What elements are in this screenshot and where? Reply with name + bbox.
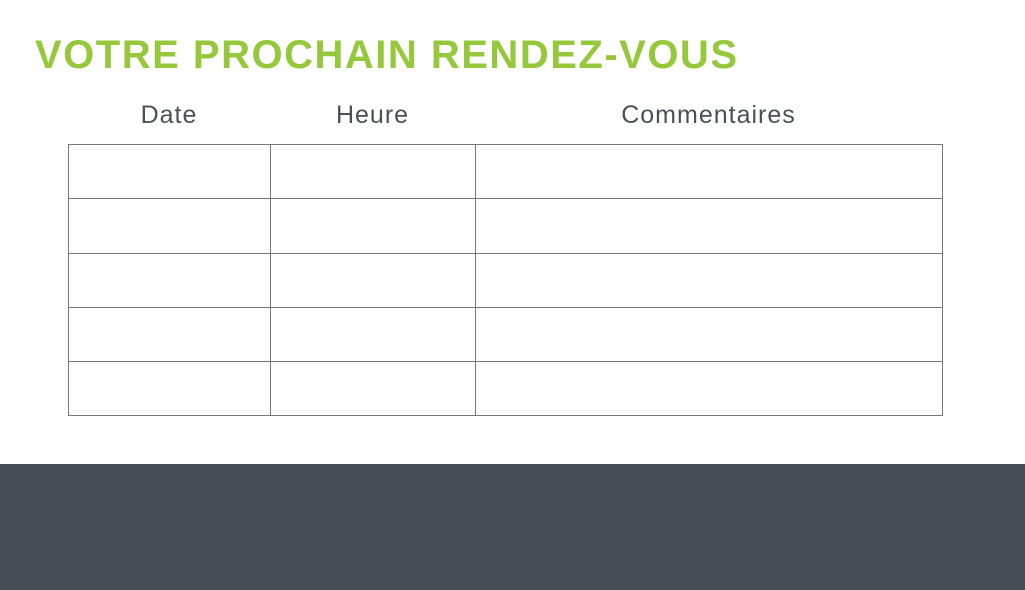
cell-date (68, 143, 271, 200)
cell-heure (270, 252, 476, 308)
cell-date (68, 361, 271, 417)
table-header-row: Date Heure Commentaires (68, 101, 942, 130)
footer-bar (0, 464, 1025, 590)
cell-date (68, 252, 271, 308)
cell-heure (270, 361, 476, 417)
cell-commentaires (475, 306, 943, 363)
cell-date (68, 198, 271, 254)
table-row (68, 361, 943, 417)
cell-commentaires (475, 361, 943, 417)
table-row (68, 143, 943, 200)
column-header-date: Date (140, 101, 198, 129)
column-header-commentaires: Commentaires (621, 101, 796, 129)
table-row (68, 252, 943, 308)
cell-commentaires (475, 143, 943, 200)
cell-heure (270, 143, 476, 200)
column-header-heure: Heure (335, 101, 410, 129)
appointments-table (68, 143, 943, 417)
cell-commentaires (475, 252, 943, 308)
cell-date (68, 306, 271, 363)
table-row (68, 306, 943, 363)
cell-heure (270, 198, 476, 254)
table-row (68, 198, 943, 254)
cell-commentaires (475, 198, 943, 254)
page-title: VOTRE PROCHAIN RENDEZ-VOUS (35, 33, 739, 77)
cell-heure (270, 306, 476, 363)
